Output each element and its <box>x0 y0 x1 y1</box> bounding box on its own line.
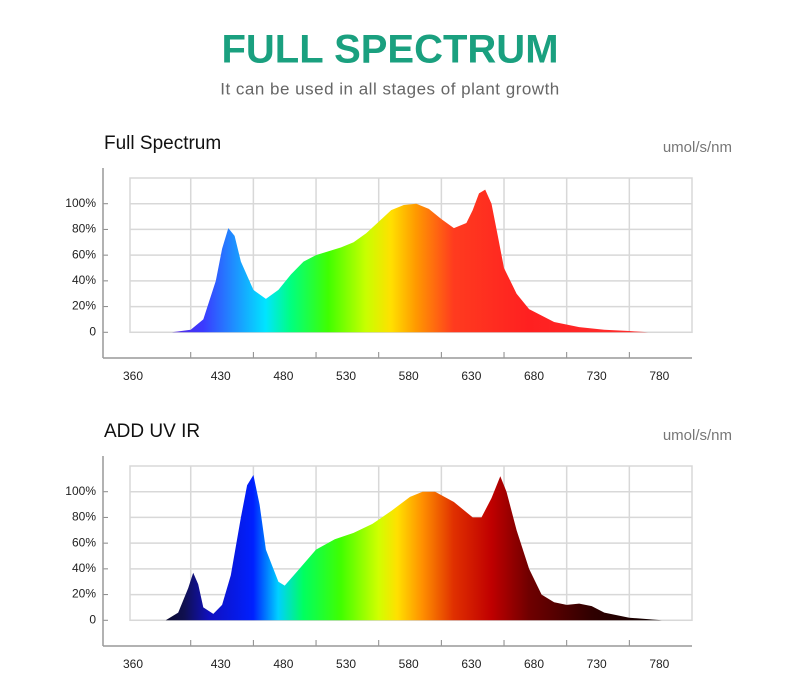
page-subtitle: It can be used in all stages of plant gr… <box>220 79 560 98</box>
x-tick-label: 680 <box>524 369 544 383</box>
x-tick-label: 360 <box>123 657 143 671</box>
chart: ADD UV IR umol/s/nm 0 20% 40% 60% 80% 100% 360 43… <box>65 421 732 671</box>
x-tick-label: 430 <box>211 657 231 671</box>
x-tick-label: 530 <box>336 657 356 671</box>
y-tick-label: 40% <box>72 561 96 575</box>
x-tick-label: 630 <box>461 369 481 383</box>
y-tick-label: 60% <box>72 535 96 549</box>
chart: Full Spectrum umol/s/nm 0 20% 40% 60% 80% 100% 3… <box>65 133 732 383</box>
y-tick-label: 0 <box>89 324 96 338</box>
chart-title: ADD UV IR <box>104 421 200 442</box>
x-tick-label: 480 <box>273 657 293 671</box>
unit-label: umol/s/nm <box>663 139 732 156</box>
y-tick-label: 40% <box>72 273 96 287</box>
y-tick-label: 20% <box>72 299 96 313</box>
x-tick-label: 780 <box>649 657 669 671</box>
x-tick-label: 580 <box>399 657 419 671</box>
chart-title: Full Spectrum <box>104 133 221 154</box>
y-tick-label: 80% <box>72 222 96 236</box>
y-tick-label: 60% <box>72 247 96 261</box>
x-tick-label: 680 <box>524 657 544 671</box>
x-tick-label: 630 <box>461 657 481 671</box>
x-tick-label: 530 <box>336 369 356 383</box>
y-tick-label: 100% <box>65 484 96 498</box>
x-tick-label: 430 <box>211 369 231 383</box>
x-tick-label: 730 <box>587 369 607 383</box>
unit-label: umol/s/nm <box>663 427 732 444</box>
spectrum-area <box>171 189 649 333</box>
x-tick-label: 730 <box>587 657 607 671</box>
x-tick-label: 360 <box>123 369 143 383</box>
y-tick-label: 20% <box>72 587 96 601</box>
page-title: FULL SPECTRUM <box>221 28 558 72</box>
y-tick-label: 100% <box>65 196 96 210</box>
spectrum-area <box>165 475 662 621</box>
x-tick-label: 580 <box>399 369 419 383</box>
x-tick-label: 480 <box>273 369 293 383</box>
y-tick-label: 80% <box>72 510 96 524</box>
y-tick-label: 0 <box>89 612 96 626</box>
x-tick-label: 780 <box>649 369 669 383</box>
